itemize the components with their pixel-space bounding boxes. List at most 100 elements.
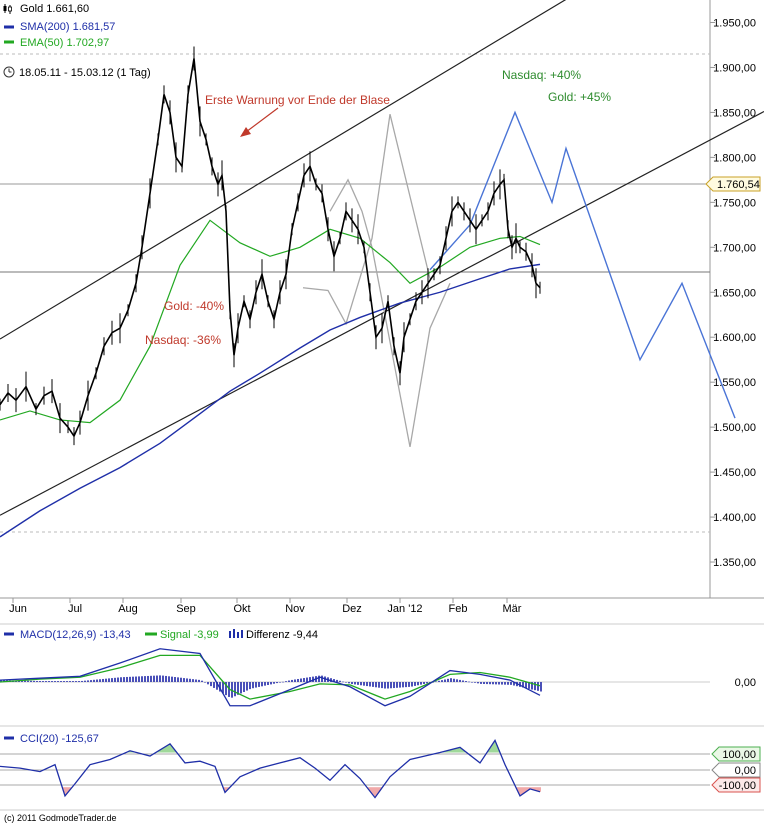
macd-histogram-bar	[177, 677, 179, 682]
x-tick-label: Dez	[342, 603, 362, 615]
macd-histogram-bar	[192, 679, 194, 682]
macd-histogram-bar	[84, 681, 86, 682]
macd-histogram-bar	[360, 682, 362, 685]
cci-overbought-fill	[493, 743, 494, 752]
macd-histogram-bar	[366, 682, 368, 686]
macd-histogram-bar	[438, 681, 440, 682]
y-tick-label: 1.800,00	[713, 152, 756, 164]
macd-histogram-bar	[81, 681, 83, 682]
nasdaq-projection-line	[430, 112, 735, 418]
macd-y-tick-label: 0,00	[735, 677, 756, 689]
macd-histogram-bar	[54, 681, 56, 682]
macd-histogram-bar	[423, 682, 425, 684]
macd-histogram-bar	[120, 677, 122, 682]
macd-histogram-bar	[264, 682, 266, 686]
macd-histogram-bar	[135, 677, 137, 682]
macd-histogram-bar	[450, 678, 452, 682]
macd-histogram-bar	[189, 679, 191, 682]
cci-overbought-fill	[457, 748, 458, 752]
macd-histogram-bar	[90, 680, 92, 682]
macd-histogram-bar	[96, 680, 98, 682]
macd-histogram-bar	[393, 682, 395, 688]
footer-copyright: (c) 2011 GodmodeTrader.de	[4, 813, 117, 823]
macd-histogram-bar	[351, 682, 353, 684]
macd-histogram-bar	[489, 682, 491, 684]
macd-histogram-bar	[99, 679, 101, 682]
macd-histogram-bar	[396, 682, 398, 688]
macd-histogram-bar	[279, 682, 281, 683]
macd-histogram-bar	[285, 681, 287, 682]
cci-overbought-fill	[458, 748, 459, 753]
macd-histogram-bar	[168, 676, 170, 682]
macd-histogram-bar	[45, 681, 47, 682]
y-tick-label: 1.450,00	[713, 467, 756, 479]
macd-histogram-bar	[69, 681, 71, 682]
clock-icon	[4, 67, 14, 77]
annotation-warning: Erste Warnung vor Ende der Blase	[205, 93, 390, 107]
macd-histogram-bar	[492, 682, 494, 684]
macd-histogram-bar	[57, 681, 59, 682]
macd-histogram-bar	[291, 680, 293, 682]
macd-histogram-bar	[372, 682, 374, 687]
annotation-gold-drop: Gold: -40%	[164, 299, 224, 313]
macd-histogram-bar	[342, 682, 344, 683]
macd-histogram-bar	[72, 681, 74, 682]
macd-histogram-bar	[441, 680, 443, 682]
macd-histogram-bar	[123, 677, 125, 682]
macd-histogram-bar	[75, 681, 77, 682]
macd-histogram-bar	[246, 682, 248, 691]
macd-histogram-bar	[501, 682, 503, 685]
annotation-nasdaq-rise: Nasdaq: +40%	[502, 68, 581, 82]
y-tick-label: 1.900,00	[713, 62, 756, 74]
y-tick-label: 1.750,00	[713, 197, 756, 209]
macd-histogram-bar	[411, 682, 413, 687]
macd-histogram-bar	[456, 679, 458, 682]
macd-histogram-bar	[210, 682, 212, 686]
warning-arrow-shaft	[246, 108, 278, 132]
macd-histogram-bar	[402, 682, 404, 687]
histogram-icon	[229, 629, 243, 638]
ema-line	[0, 220, 540, 422]
macd-histogram-bar	[198, 680, 200, 682]
y-tick-label: 1.950,00	[713, 17, 756, 29]
macd-histogram-bar	[234, 682, 236, 696]
cci-y-tick-label: -100,00	[719, 780, 756, 792]
x-tick-label: Jul	[68, 603, 82, 615]
macd-histogram-bar	[534, 682, 536, 690]
macd-histogram-bar	[204, 682, 206, 683]
x-tick-label: Feb	[449, 603, 468, 615]
macd-histogram-bar	[444, 679, 446, 682]
cci-overbought-fill	[459, 748, 460, 753]
macd-histogram-bar	[180, 678, 182, 682]
macd-histogram-bar	[240, 682, 242, 693]
macd-histogram-bar	[306, 678, 308, 682]
macd-histogram-bar	[384, 682, 386, 689]
cci-oversold-fill	[540, 787, 541, 792]
candle-icon	[4, 4, 12, 14]
macd-histogram-bar	[87, 680, 89, 682]
cci-oversold-fill	[374, 787, 375, 796]
macd-histogram-bar	[66, 681, 68, 682]
macd-histogram-bar	[138, 676, 140, 682]
macd-histogram-bar	[282, 682, 284, 683]
macd-histogram-bar	[147, 676, 149, 682]
macd-histogram-bar	[273, 682, 275, 684]
macd-histogram-bar	[165, 676, 167, 682]
x-tick-label: Sep	[176, 603, 196, 615]
macd-histogram-bar	[162, 676, 164, 682]
x-tick-label: Nov	[285, 603, 305, 615]
y-tick-label: 1.500,00	[713, 422, 756, 434]
macd-histogram-bar	[36, 681, 38, 682]
macd-histogram-bar	[471, 682, 473, 683]
legend-signal: Signal -3,99	[160, 629, 219, 641]
macd-histogram-bar	[390, 682, 392, 688]
macd-histogram-bar	[39, 681, 41, 682]
price-marker-label: 1.760,54	[717, 179, 760, 191]
macd-histogram-bar	[375, 682, 377, 687]
legend-diff: Differenz -9,44	[246, 629, 318, 641]
macd-histogram-bar	[495, 682, 497, 684]
x-tick-label: Mär	[503, 603, 522, 615]
cci-overbought-fill	[166, 746, 167, 752]
y-tick-label: 1.600,00	[713, 332, 756, 344]
macd-signal-line	[0, 655, 540, 699]
